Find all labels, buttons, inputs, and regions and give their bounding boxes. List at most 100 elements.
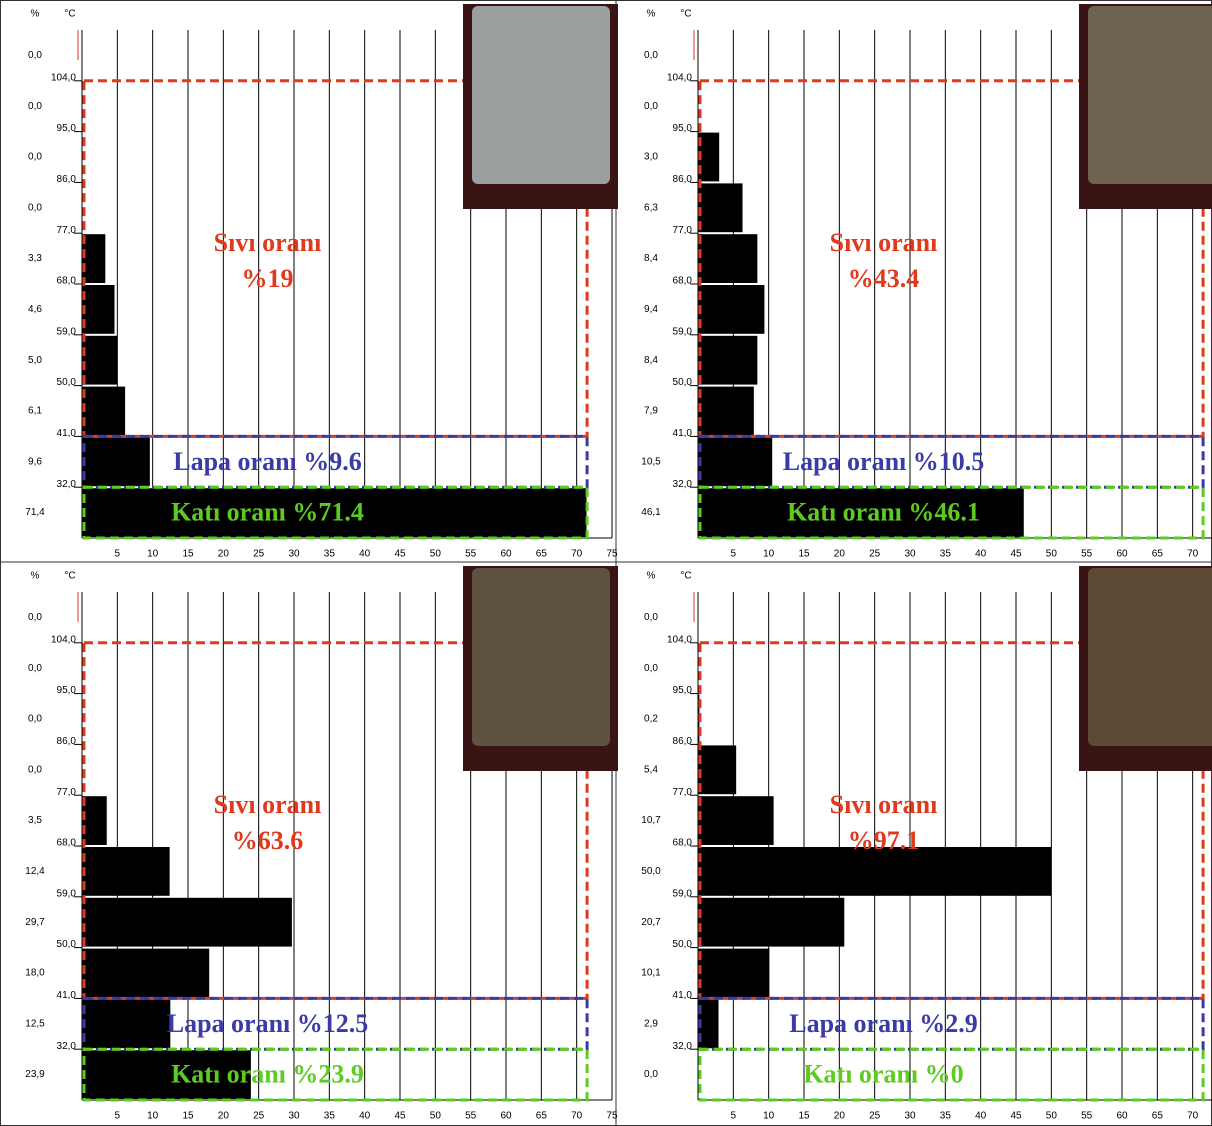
y-tick-label: 41,0 bbox=[673, 428, 693, 439]
x-tick-label: 70 bbox=[571, 1111, 583, 1122]
value-header: % bbox=[31, 9, 40, 20]
bar bbox=[698, 847, 1052, 896]
x-tick-label: 10 bbox=[763, 549, 775, 560]
bar bbox=[82, 437, 150, 487]
x-tick-label: 55 bbox=[1081, 1111, 1093, 1122]
x-tick-label: 20 bbox=[218, 549, 230, 560]
x-tick-label: 60 bbox=[500, 1111, 512, 1122]
y-tick-label: 95,0 bbox=[57, 685, 77, 696]
bar bbox=[698, 335, 758, 385]
region-box bbox=[698, 1047, 1205, 1102]
value-label: 0,0 bbox=[644, 101, 658, 112]
x-tick-label: 45 bbox=[394, 549, 406, 560]
y-tick-label: 95,0 bbox=[673, 123, 693, 134]
value-label: 0,0 bbox=[28, 152, 42, 163]
y-tick-label: 86,0 bbox=[57, 736, 77, 747]
liquid-ratio: Sıvı oranı bbox=[214, 790, 322, 819]
x-tick-label: 20 bbox=[834, 549, 846, 560]
value-label: 0,0 bbox=[28, 764, 42, 775]
value-label: 7,9 bbox=[644, 406, 658, 417]
x-tick-label: 20 bbox=[218, 1111, 230, 1122]
y-tick-label: 104,0 bbox=[51, 634, 76, 645]
value-label: 0,2 bbox=[644, 714, 658, 725]
slurry-ratio: Lapa oranı %9.6 bbox=[173, 447, 362, 476]
solid-ratio: Katı oranı %23.9 bbox=[171, 1060, 364, 1089]
value-label: 8,4 bbox=[644, 355, 658, 366]
y-tick-label: 104,0 bbox=[51, 72, 76, 83]
bar bbox=[82, 796, 107, 845]
bar bbox=[698, 285, 765, 334]
x-tick-label: 10 bbox=[147, 1111, 159, 1122]
bar bbox=[82, 488, 587, 537]
value-label: 71,4 bbox=[25, 507, 45, 518]
value-label: 0,0 bbox=[644, 1069, 658, 1080]
y-tick-label: 59,0 bbox=[57, 888, 77, 899]
x-tick-label: 15 bbox=[798, 549, 810, 560]
y-tick-label: 77,0 bbox=[673, 787, 693, 798]
region-box bbox=[82, 996, 589, 1051]
y-tick-label: 77,0 bbox=[673, 225, 693, 236]
sample-photo-inner bbox=[472, 6, 610, 184]
x-tick-label: 30 bbox=[904, 549, 916, 560]
x-tick-label: 50 bbox=[1046, 1111, 1058, 1122]
sample-photo-inner bbox=[472, 568, 610, 746]
y-tick-label: 41,0 bbox=[673, 990, 693, 1001]
y-tick-label: 86,0 bbox=[673, 736, 693, 747]
bar bbox=[82, 335, 118, 385]
bar bbox=[698, 132, 720, 182]
value-label: 12,4 bbox=[25, 866, 45, 877]
x-tick-label: 40 bbox=[359, 549, 371, 560]
x-tick-label: 25 bbox=[869, 1111, 881, 1122]
liquid-ratio: Sıvı oranı bbox=[214, 228, 322, 257]
value-label: 23,9 bbox=[25, 1069, 45, 1080]
bar bbox=[698, 488, 1024, 537]
bar bbox=[82, 234, 106, 283]
bar bbox=[698, 234, 758, 283]
y-tick-label: 77,0 bbox=[57, 225, 77, 236]
y-tick-label: 95,0 bbox=[673, 685, 693, 696]
y-tick-label: 104,0 bbox=[667, 72, 692, 83]
value-label: 3,3 bbox=[28, 253, 42, 264]
liquid-ratio: %97.1 bbox=[848, 826, 920, 855]
y-tick-label: 68,0 bbox=[57, 838, 77, 849]
x-tick-label: 15 bbox=[182, 549, 194, 560]
region-box bbox=[82, 1047, 589, 1102]
x-tick-label: 70 bbox=[571, 549, 583, 560]
value-label: 0,0 bbox=[644, 612, 658, 623]
value-label: 10,1 bbox=[641, 968, 661, 979]
x-tick-label: 25 bbox=[869, 549, 881, 560]
x-tick-label: 10 bbox=[763, 1111, 775, 1122]
value-label: 0,0 bbox=[28, 714, 42, 725]
region-box bbox=[698, 485, 1205, 540]
y-tick-label: 32,0 bbox=[57, 479, 77, 490]
x-tick-label: 65 bbox=[536, 549, 548, 560]
value-label: 18,0 bbox=[25, 968, 45, 979]
x-tick-label: 55 bbox=[1081, 549, 1093, 560]
panel: %°C5101520253035404550556065707532,041,0… bbox=[641, 566, 1212, 1122]
region-box bbox=[82, 79, 589, 438]
value-label: 46,1 bbox=[641, 507, 661, 518]
value-label: 8,4 bbox=[644, 253, 658, 264]
y-tick-label: 32,0 bbox=[673, 479, 693, 490]
temperature-header: °C bbox=[680, 9, 691, 20]
y-tick-label: 41,0 bbox=[57, 428, 77, 439]
bar bbox=[82, 1050, 251, 1099]
value-label: 0,0 bbox=[28, 663, 42, 674]
y-tick-label: 59,0 bbox=[673, 888, 693, 899]
y-tick-label: 50,0 bbox=[57, 939, 77, 950]
y-tick-label: 32,0 bbox=[673, 1041, 693, 1052]
value-label: 50,0 bbox=[641, 866, 661, 877]
x-tick-label: 65 bbox=[536, 1111, 548, 1122]
x-tick-label: 25 bbox=[253, 1111, 265, 1122]
value-label: 0,0 bbox=[644, 50, 658, 61]
y-tick-label: 59,0 bbox=[673, 326, 693, 337]
value-label: 3,0 bbox=[644, 152, 658, 163]
x-tick-label: 50 bbox=[430, 549, 442, 560]
value-label: 2,9 bbox=[644, 1018, 658, 1029]
x-tick-label: 55 bbox=[465, 1111, 477, 1122]
x-tick-label: 60 bbox=[500, 549, 512, 560]
x-tick-label: 30 bbox=[288, 1111, 300, 1122]
liquid-ratio: %19 bbox=[242, 264, 294, 293]
x-tick-label: 20 bbox=[834, 1111, 846, 1122]
